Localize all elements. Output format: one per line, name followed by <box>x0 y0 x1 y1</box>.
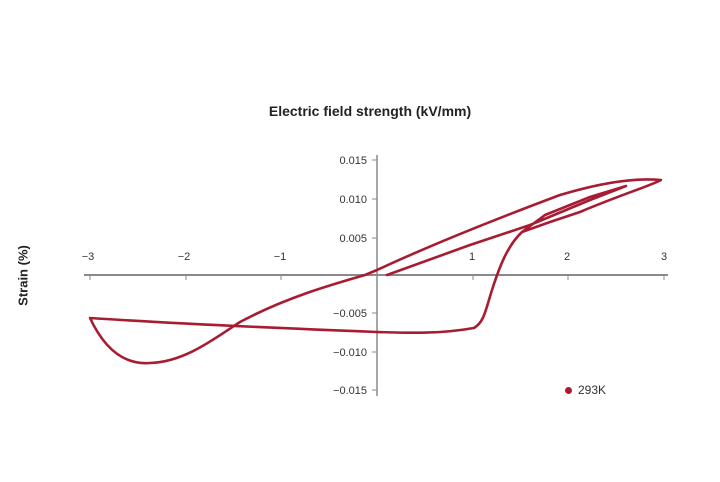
y-ticks <box>372 159 377 391</box>
x-tick-label: −3 <box>82 251 95 263</box>
y-tick-label: 0.005 <box>339 233 367 245</box>
x-tick-label: 3 <box>661 251 667 263</box>
legend-marker-icon <box>565 386 572 394</box>
y-tick-label: −0.015 <box>333 385 367 397</box>
x-tick-label: 2 <box>564 251 570 263</box>
x-ticks <box>89 275 665 280</box>
x-tick-label: −2 <box>178 251 191 263</box>
y-tick-label: −0.010 <box>333 347 367 359</box>
series-293K-curve <box>88 178 663 365</box>
x-tick-label: −1 <box>274 251 287 263</box>
legend: 293K <box>565 383 606 397</box>
legend-label: 293K <box>578 383 607 397</box>
x-tick-label: 1 <box>469 251 475 263</box>
y-tick-label: 0.010 <box>339 194 367 206</box>
y-tick-label: 0.015 <box>339 155 367 167</box>
y-tick-label: −0.005 <box>333 308 367 320</box>
chart-title: Electric field strength (kV/mm) <box>268 103 472 119</box>
